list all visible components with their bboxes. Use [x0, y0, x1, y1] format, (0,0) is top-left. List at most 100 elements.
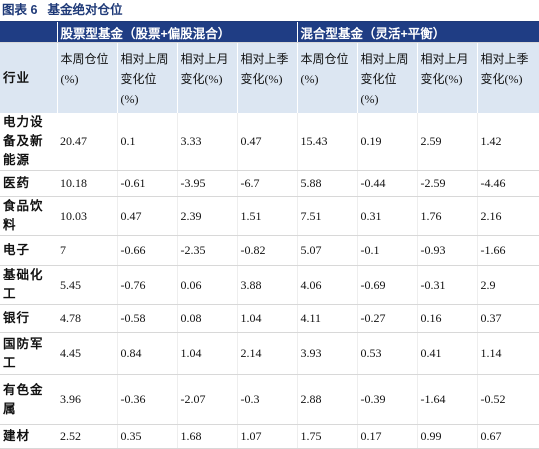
value-cell: 2.16 — [477, 196, 539, 236]
value-cell: -0.3 — [237, 374, 298, 425]
industry-cell: 国防军工 — [0, 332, 57, 375]
value-cell: 0.16 — [417, 304, 478, 333]
value-cell: -2.59 — [417, 170, 478, 197]
value-cell: -0.93 — [417, 235, 478, 266]
column-header: 行业 — [0, 42, 58, 113]
value-cell: 5.45 — [57, 265, 118, 305]
table-row: 银行 4.78 -0.58 0.08 1.04 4.11 -0.27 0.16 0.37 — [0, 304, 539, 333]
group-header-row: 股票型基金（股票+偏股混合） 混合型基金（灵活+平衡） — [0, 22, 539, 43]
value-cell: 5.07 — [297, 235, 358, 266]
value-cell: 2.9 — [477, 265, 539, 305]
value-cell: 0.99 — [417, 424, 478, 449]
value-cell: -2.07 — [177, 374, 238, 425]
value-cell: 3.33 — [177, 112, 238, 171]
value-cell: 10.18 — [57, 170, 118, 197]
value-cell: -0.44 — [357, 170, 418, 197]
value-cell: 4.06 — [297, 265, 358, 305]
industry-cell: 有色金属 — [0, 374, 57, 425]
value-cell: 1.07 — [237, 424, 298, 449]
value-cell: 0.37 — [477, 304, 539, 333]
value-cell: -0.1 — [357, 235, 418, 266]
value-cell: 0.47 — [237, 112, 298, 171]
value-cell: 2.59 — [417, 112, 478, 171]
value-cell: 0.19 — [357, 112, 418, 171]
value-cell: 4.78 — [57, 304, 118, 333]
value-cell: 0.67 — [477, 424, 539, 449]
column-header: 本周仓位(%) — [297, 42, 358, 113]
figure-title: 图表 6 基金绝对仓位 — [0, 0, 539, 22]
industry-cell: 基础化工 — [0, 265, 57, 305]
value-cell: 3.88 — [237, 265, 298, 305]
value-cell: 0.31 — [357, 196, 418, 236]
value-cell: -0.39 — [357, 374, 418, 425]
industry-cell: 电力设备及新能源 — [0, 112, 57, 171]
value-cell: -0.61 — [117, 170, 178, 197]
value-cell: -0.52 — [477, 374, 539, 425]
value-cell: 0.47 — [117, 196, 178, 236]
figure-label: 图表 6 — [2, 3, 38, 17]
column-header-row: 行业 本周仓位(%) 相对上周变化位(%) 相对上月变化(%) 相对上季变化(%) 本周仓… — [0, 42, 539, 113]
value-cell: 7 — [57, 235, 118, 266]
value-cell: 3.96 — [57, 374, 118, 425]
column-header: 相对上季变化(%) — [237, 42, 298, 113]
table-row: 建材 2.52 0.35 1.68 1.07 1.75 0.17 0.99 0.67 — [0, 424, 539, 449]
industry-cell: 食品饮料 — [0, 196, 57, 236]
value-cell: 2.52 — [57, 424, 118, 449]
value-cell: -0.66 — [117, 235, 178, 266]
industry-cell: 银行 — [0, 304, 57, 333]
value-cell: 2.14 — [237, 332, 298, 375]
table-body: 股票型基金（股票+偏股混合） 混合型基金（灵活+平衡） 行业 本周仓位(%) 相对上… — [0, 22, 539, 449]
value-cell: 10.03 — [57, 196, 118, 236]
value-cell: 0.41 — [417, 332, 478, 375]
value-cell: -1.66 — [477, 235, 539, 266]
value-cell: 4.45 — [57, 332, 118, 375]
value-cell: 0.35 — [117, 424, 178, 449]
value-cell: 0.84 — [117, 332, 178, 375]
value-cell: 0.53 — [357, 332, 418, 375]
group-header: 混合型基金（灵活+平衡） — [297, 22, 539, 43]
value-cell: 1.04 — [177, 332, 238, 375]
value-cell: 0.06 — [177, 265, 238, 305]
value-cell: 1.68 — [177, 424, 238, 449]
table-row: 有色金属 3.96 -0.36 -2.07 -0.3 2.88 -0.39 -1.64 -0.5… — [0, 374, 539, 425]
group-header: 股票型基金（股票+偏股混合） — [57, 22, 298, 43]
value-cell: 0.17 — [357, 424, 418, 449]
value-cell: -1.64 — [417, 374, 478, 425]
industry-cell: 医药 — [0, 170, 57, 197]
blank-cell — [0, 22, 58, 43]
value-cell: 15.43 — [297, 112, 358, 171]
value-cell: -0.76 — [117, 265, 178, 305]
table-row: 基础化工 5.45 -0.76 0.06 3.88 4.06 -0.69 -0.31 2.9 — [0, 265, 539, 305]
value-cell: 1.04 — [237, 304, 298, 333]
column-header: 本周仓位(%) — [57, 42, 118, 113]
value-cell: -6.7 — [237, 170, 298, 197]
value-cell: 4.11 — [297, 304, 358, 333]
table-row: 电力设备及新能源 20.47 0.1 3.33 0.47 15.43 0.19 2.59 1.4… — [0, 112, 539, 171]
value-cell: 1.76 — [417, 196, 478, 236]
position-table: 股票型基金（股票+偏股混合） 混合型基金（灵活+平衡） 行业 本周仓位(%) 相对上… — [0, 22, 539, 449]
value-cell: -0.82 — [237, 235, 298, 266]
value-cell: 2.88 — [297, 374, 358, 425]
value-cell: -0.27 — [357, 304, 418, 333]
industry-cell: 建材 — [0, 424, 57, 449]
value-cell: -0.31 — [417, 265, 478, 305]
column-header: 相对上周变化位(%) — [357, 42, 418, 113]
value-cell: -0.69 — [357, 265, 418, 305]
value-cell: 1.14 — [477, 332, 539, 375]
value-cell: 1.42 — [477, 112, 539, 171]
value-cell: -2.35 — [177, 235, 238, 266]
value-cell: 1.51 — [237, 196, 298, 236]
table-row: 电子 7 -0.66 -2.35 -0.82 5.07 -0.1 -0.93 -1.66 — [0, 235, 539, 266]
value-cell: -4.46 — [477, 170, 539, 197]
value-cell: 0.08 — [177, 304, 238, 333]
value-cell: 20.47 — [57, 112, 118, 171]
value-cell: 2.39 — [177, 196, 238, 236]
industry-cell: 电子 — [0, 235, 57, 266]
column-header: 相对上季变化(%) — [477, 42, 539, 113]
value-cell: 3.93 — [297, 332, 358, 375]
table-row: 医药 10.18 -0.61 -3.95 -6.7 5.88 -0.44 -2.59 -4.46 — [0, 170, 539, 197]
figure-caption: 基金绝对仓位 — [47, 3, 123, 17]
value-cell: 7.51 — [297, 196, 358, 236]
column-header: 相对上月变化(%) — [417, 42, 478, 113]
